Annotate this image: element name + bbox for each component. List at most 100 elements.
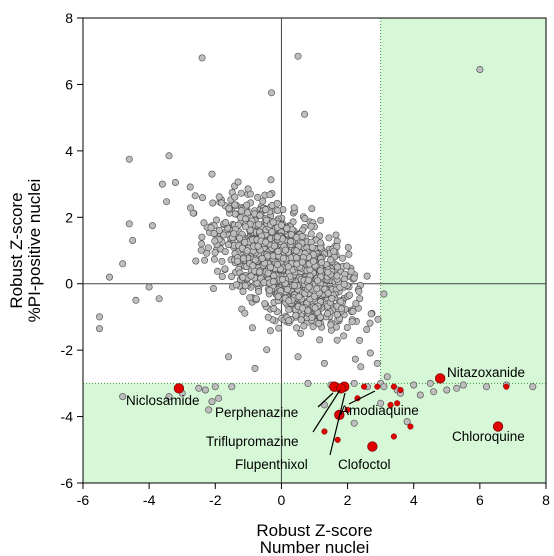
data-point (297, 329, 305, 337)
data-point (317, 216, 325, 224)
data-point (242, 223, 250, 231)
data-point (345, 291, 353, 299)
data-point (285, 297, 293, 305)
data-point (273, 261, 281, 269)
data-point (347, 267, 355, 275)
data-point (263, 346, 271, 354)
data-point (207, 224, 215, 232)
data-point (266, 263, 274, 271)
data-point (283, 224, 291, 232)
data-point (129, 237, 137, 245)
data-point (328, 294, 336, 302)
data-point (248, 324, 256, 332)
data-point (350, 274, 358, 282)
plot-border (82, 17, 547, 484)
data-point (125, 220, 133, 228)
y-tick-label: 2 (65, 209, 73, 225)
data-point (96, 325, 104, 333)
data-point (324, 309, 332, 317)
data-point (363, 325, 371, 333)
data-point (222, 219, 230, 227)
hit-point (387, 401, 394, 408)
hit-point (321, 428, 328, 435)
data-point (200, 219, 208, 227)
data-point (221, 265, 229, 273)
data-point (327, 256, 335, 264)
data-point (267, 89, 275, 97)
data-point (199, 194, 207, 202)
data-point (283, 285, 291, 293)
data-point (292, 324, 300, 332)
data-point (262, 216, 270, 224)
data-point (308, 313, 316, 321)
data-point (294, 353, 302, 361)
data-point (267, 176, 275, 184)
data-point (443, 386, 451, 394)
x-tick-label: 8 (542, 492, 550, 508)
data-point (246, 226, 254, 234)
data-point (225, 353, 233, 361)
data-point (155, 295, 163, 303)
data-point (171, 179, 179, 187)
data-point (259, 197, 267, 205)
data-point (274, 207, 282, 215)
data-point (165, 152, 173, 160)
data-point (285, 317, 293, 325)
data-point (292, 311, 300, 319)
data-point (363, 272, 371, 280)
data-point (337, 305, 345, 313)
data-point (459, 381, 467, 389)
data-point (333, 272, 341, 280)
data-point (316, 336, 324, 344)
data-point (356, 336, 364, 344)
data-point (221, 248, 229, 256)
data-point (348, 318, 356, 326)
data-point (274, 248, 282, 256)
data-point (340, 332, 348, 340)
data-point (305, 283, 313, 291)
annotations: Nitazoxanide Niclosamide Amodiaquine Perphe… (126, 365, 525, 472)
data-points (96, 52, 537, 427)
data-point (320, 359, 328, 367)
label-amodiaquine: Amodiaquine (340, 403, 419, 418)
data-point (158, 180, 166, 188)
hit-point (407, 423, 414, 430)
data-point (232, 281, 240, 289)
hit-region (83, 18, 546, 483)
data-point (244, 209, 252, 217)
data-point (165, 393, 173, 401)
hit-point (394, 400, 401, 407)
data-point (125, 155, 133, 163)
data-point (214, 267, 222, 275)
y-tick-label: -4 (61, 409, 74, 425)
data-point (258, 255, 266, 263)
data-point (403, 418, 411, 426)
data-point (380, 290, 388, 298)
data-point (270, 242, 278, 250)
y-axis: -6 -4 -2 0 2 4 6 8 (61, 10, 83, 491)
data-point (218, 272, 226, 280)
leader-line-amodiaquine (348, 390, 376, 405)
data-point (236, 234, 244, 242)
data-point (218, 257, 226, 265)
data-point (315, 319, 323, 327)
data-point (228, 272, 236, 280)
data-point (106, 273, 114, 281)
data-point (298, 233, 306, 241)
data-point (237, 189, 245, 197)
data-point (269, 278, 277, 286)
data-point (239, 287, 247, 295)
data-point (307, 222, 315, 230)
data-point (148, 222, 156, 230)
data-point (243, 201, 251, 209)
hit-point (390, 433, 397, 440)
y-tick-label: -2 (61, 342, 74, 358)
data-point (252, 295, 260, 303)
x-axis-title-line2: Number nuclei (260, 538, 370, 556)
data-point (211, 383, 219, 391)
data-point (264, 313, 272, 321)
label-flupenthixol: Flupenthixol (235, 457, 308, 472)
hit-point (390, 383, 397, 390)
data-point (297, 316, 305, 324)
